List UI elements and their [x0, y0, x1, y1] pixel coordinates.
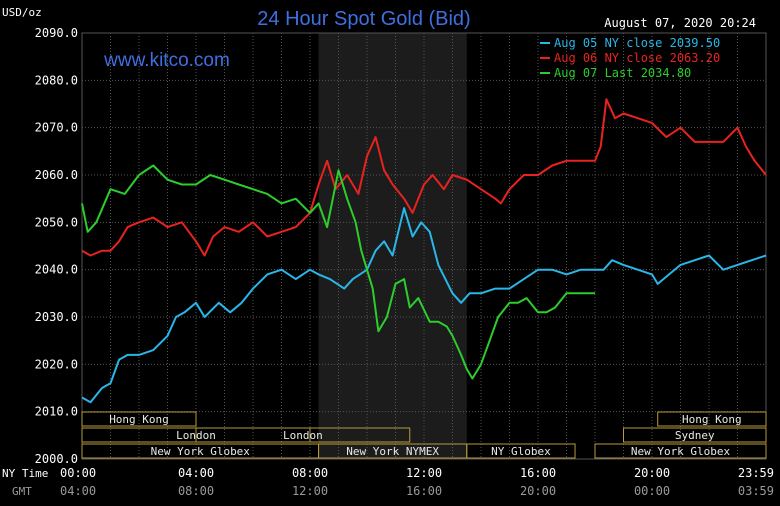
- x-tick-label-ny: 12:00: [406, 466, 442, 480]
- timestamp: August 07, 2020 20:24: [604, 16, 756, 30]
- x-tick-label-gmt: 20:00: [520, 484, 556, 498]
- session-label: NY Globex: [491, 445, 551, 458]
- session-band: [195, 427, 411, 443]
- x-tick-label-ny: 00:00: [60, 466, 96, 480]
- x-tick-label-ny: 04:00: [178, 466, 214, 480]
- shaded-session-layer: [318, 33, 467, 459]
- session-label: New York Globex: [151, 445, 251, 458]
- x-row-label-gmt: GMT: [12, 485, 32, 498]
- x-tick-label-gmt: 04:00: [60, 484, 96, 498]
- y-tick-label: 2090.0: [35, 26, 78, 40]
- x-tick-label-gmt: 16:00: [406, 484, 442, 498]
- session-label: London: [283, 429, 323, 442]
- legend-entry: Aug 07 Last 2034.80: [554, 66, 691, 80]
- nymex-shaded-region: [318, 33, 467, 459]
- y-unit-label: USD/oz: [2, 6, 42, 19]
- grid-layer: [81, 32, 767, 460]
- x-tick-label-gmt: 00:00: [634, 484, 670, 498]
- series-layer: [81, 98, 767, 404]
- series-line-2: [81, 98, 767, 257]
- series-line-3: [81, 164, 595, 380]
- session-band: [657, 411, 767, 427]
- y-tick-label: 2000.0: [35, 452, 78, 466]
- y-tick-label: 2080.0: [35, 73, 78, 87]
- session-band: [81, 411, 197, 427]
- session-label: Hong Kong: [682, 413, 742, 426]
- x-tick-label-ny: 23:59: [738, 466, 774, 480]
- axis-layer: 2000.0 2010.0 2020.0 2030.0 2040.0 2050.0 2060…: [35, 26, 774, 498]
- y-tick-label: 2070.0: [35, 121, 78, 135]
- y-tick-label: 2050.0: [35, 215, 78, 229]
- website-label: www.kitco.com: [103, 50, 230, 71]
- y-tick-label: 2030.0: [35, 310, 78, 324]
- chart-title: 24 Hour Spot Gold (Bid): [257, 8, 470, 30]
- x-tick-label-ny: 16:00: [520, 466, 556, 480]
- legend-entry: Aug 06 NY close 2063.20: [554, 51, 720, 65]
- y-tick-label: 2040.0: [35, 263, 78, 277]
- session-label: Sydney: [675, 429, 715, 442]
- x-tick-label-gmt: 08:00: [178, 484, 214, 498]
- x-tick-label-gmt: 03:59: [738, 484, 774, 498]
- session-label: New York Globex: [631, 445, 731, 458]
- y-tick-label: 2060.0: [35, 168, 78, 182]
- session-band: [623, 427, 767, 443]
- series-line-1: [81, 207, 767, 404]
- x-tick-label-ny: 20:00: [634, 466, 670, 480]
- session-label: New York NYMEX: [346, 445, 439, 458]
- session-label: Hong Kong: [109, 413, 169, 426]
- x-row-label-ny: NY Time: [2, 467, 48, 480]
- session-band: [594, 443, 767, 459]
- legend-entry: Aug 05 NY close 2039.50: [554, 36, 720, 50]
- x-tick-label-ny: 08:00: [292, 466, 328, 480]
- session-band: [466, 443, 576, 459]
- x-tick-label-gmt: 12:00: [292, 484, 328, 498]
- y-tick-label: 2020.0: [35, 357, 78, 371]
- y-tick-label: 2010.0: [35, 405, 78, 419]
